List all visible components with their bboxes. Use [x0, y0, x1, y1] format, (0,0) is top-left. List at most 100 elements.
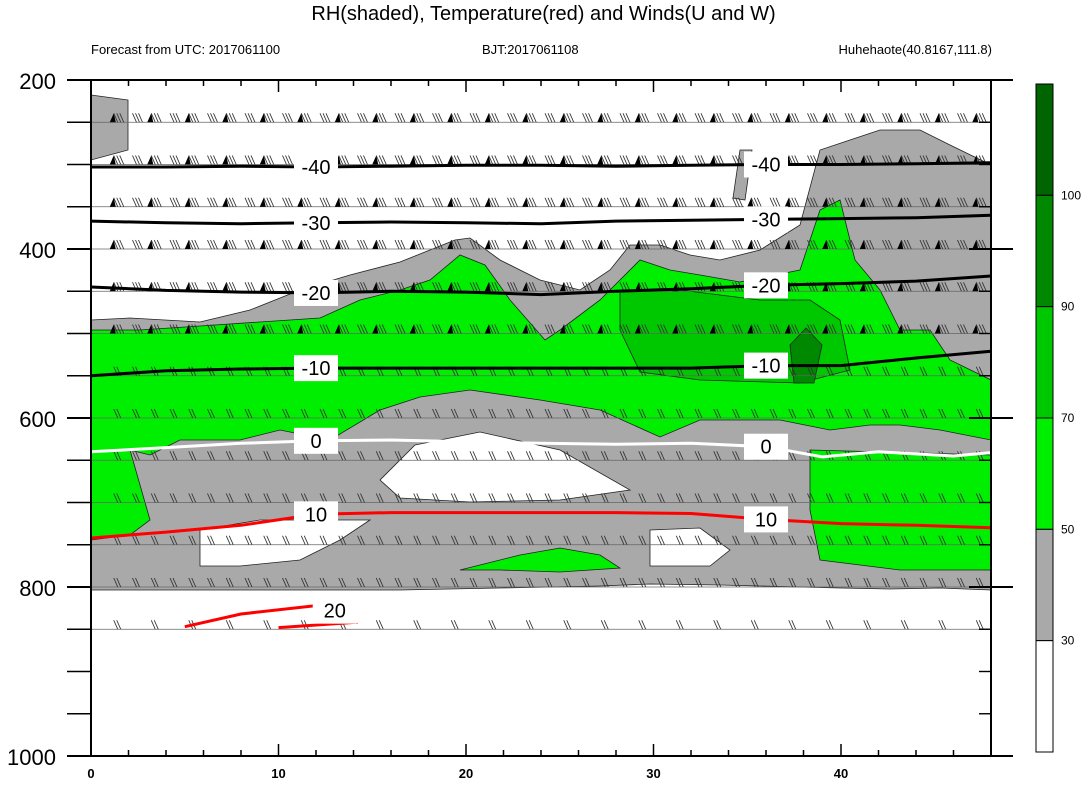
barb-feather [550, 113, 556, 123]
barb-feather [941, 113, 947, 123]
temperature-contour-line [91, 349, 991, 378]
barb-feather [363, 239, 368, 250]
barb-feather [419, 197, 425, 207]
barb-feather [807, 408, 812, 419]
barb-feather [475, 324, 481, 334]
barb-flag [559, 113, 566, 123]
barb-feather [569, 113, 575, 123]
barb-feather [828, 577, 834, 588]
barb-feather [585, 282, 590, 292]
wind-barb [672, 155, 687, 165]
barb-feather [300, 324, 306, 334]
barb-feather [606, 324, 612, 334]
wind-barb [882, 324, 893, 334]
barb-feather [825, 197, 831, 207]
barb-feather [922, 239, 928, 250]
barb-feather [975, 620, 981, 630]
wind-barb [582, 282, 593, 292]
barb-flag [372, 324, 379, 334]
barb-flag [672, 324, 679, 334]
barb-feather [831, 324, 837, 334]
barb-feather [825, 535, 831, 545]
barb-feather [625, 197, 631, 207]
barb-feather [906, 239, 912, 250]
wind-barb [619, 408, 628, 419]
contour-label-bg [744, 206, 788, 233]
barb-feather [228, 493, 234, 503]
barb-feather [453, 113, 459, 123]
barb-feather [810, 493, 815, 503]
wind-barb [222, 197, 237, 207]
barb-feather [344, 324, 350, 334]
wind-barb [222, 324, 237, 334]
barb-feather [938, 620, 944, 630]
barb-feather [978, 577, 984, 588]
barb-feather [357, 155, 362, 165]
barb-feather [660, 577, 665, 588]
wind-barb [244, 535, 253, 545]
barb-feather [675, 535, 681, 545]
wind-barb [600, 493, 609, 503]
barb-feather [453, 493, 459, 503]
barb-feather [625, 113, 631, 123]
barb-flag [934, 324, 941, 334]
barb-feather [566, 620, 572, 630]
wind-barb [525, 620, 534, 630]
barb-feather [472, 239, 478, 250]
barb-feather [510, 577, 515, 588]
barb-feather [282, 451, 287, 461]
barb-feather [172, 197, 178, 207]
barb-feather [172, 493, 178, 503]
wind-barb [394, 239, 406, 250]
barb-feather [606, 113, 612, 123]
barb-flag [559, 155, 566, 165]
barb-feather [322, 197, 328, 207]
barb-feather [882, 324, 887, 334]
wind-barb [694, 239, 706, 250]
barb-feather [416, 620, 422, 630]
barb-feather [450, 493, 456, 503]
barb-feather [641, 155, 647, 165]
wind-barb [882, 282, 893, 292]
barb-feather [357, 493, 362, 503]
barb-feather [400, 113, 406, 123]
barb-feather [588, 155, 593, 165]
barb-feather [569, 239, 575, 250]
wind-barb [372, 155, 387, 165]
wind-barb [713, 408, 722, 419]
barb-feather [360, 197, 365, 207]
barb-feather [563, 197, 569, 207]
barb-feather [435, 493, 440, 503]
wind-barb [263, 535, 272, 545]
barb-feather [397, 239, 403, 250]
wind-barb [409, 155, 425, 165]
wind-barb [822, 324, 837, 334]
barb-feather [357, 113, 362, 123]
colorbar-label: 90 [1061, 300, 1075, 314]
barb-feather [547, 451, 553, 461]
barb-feather [510, 113, 515, 123]
barb-feather [528, 239, 534, 250]
wind-barb [657, 535, 665, 545]
barb-feather [344, 113, 350, 123]
barb-feather [882, 535, 887, 545]
barb-feather [791, 113, 797, 123]
barb-feather [735, 577, 740, 588]
barb-feather [900, 493, 906, 503]
barb-feather [794, 113, 800, 123]
wind-barb [897, 197, 912, 207]
barb-feather [585, 408, 590, 419]
barb-feather [713, 113, 719, 123]
wind-barb [263, 493, 272, 503]
barb-flag [184, 113, 191, 123]
barb-feather [250, 282, 256, 292]
wind-barb [975, 493, 984, 503]
barb-flag [972, 282, 979, 292]
wind-barb [709, 155, 725, 165]
barb-feather [919, 493, 925, 503]
wind-barb [432, 451, 440, 461]
barb-feather [494, 282, 500, 292]
barb-feather [885, 535, 890, 545]
wind-barb [484, 197, 500, 207]
barb-feather [844, 197, 850, 207]
